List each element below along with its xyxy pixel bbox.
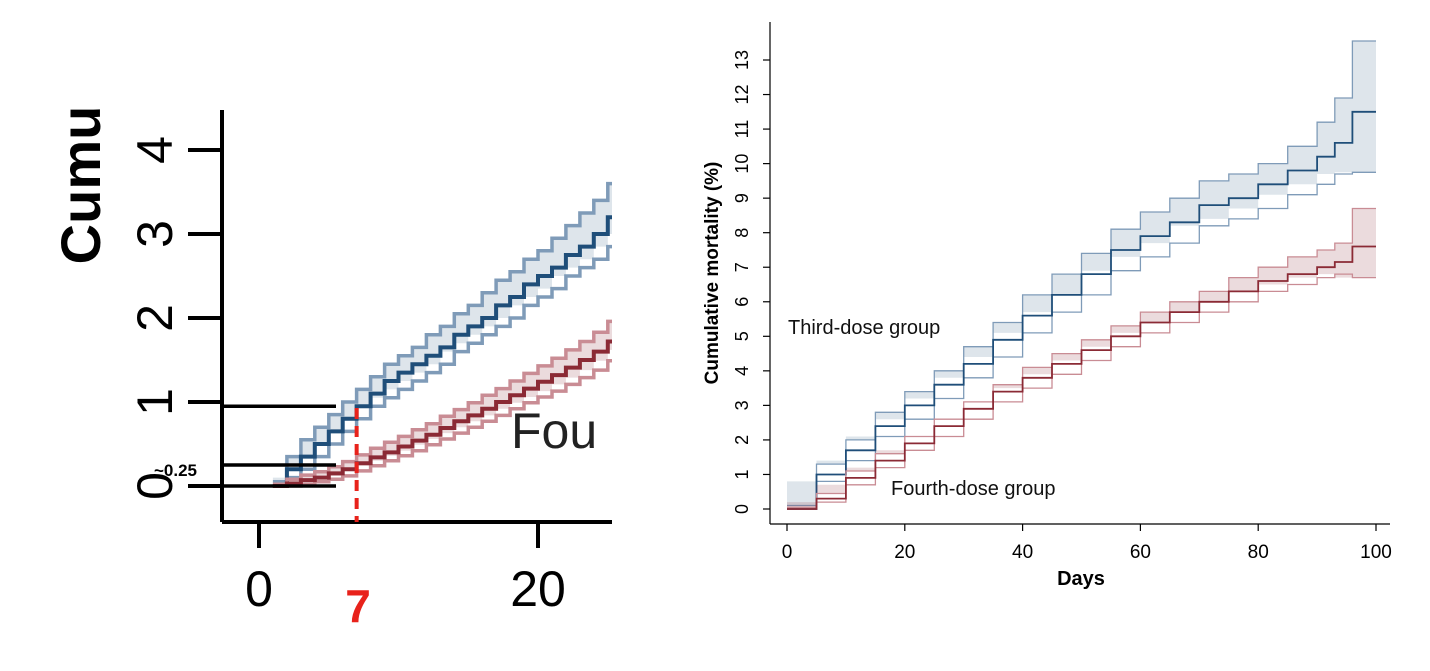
full-x-tick-label: 20 — [894, 542, 915, 563]
full-y-tick-label: 11 — [732, 120, 752, 139]
third-dose-zoomed-line — [272, 215, 612, 488]
full-y-tick-label: 7 — [732, 262, 752, 272]
fourth-dose-zoomed-line — [272, 339, 612, 488]
full-y-tick-label: 12 — [732, 85, 752, 105]
zoomed-x-tick-label: 0 — [245, 561, 273, 617]
third-dose-upper-ci — [787, 40, 1376, 507]
zoomed-y-tick-label: 3 — [127, 220, 183, 248]
third-dose-lower-ci — [787, 171, 1376, 510]
fourth-dose-zoomed-lower-ci — [272, 359, 612, 488]
fourth-dose-upper-ci — [787, 207, 1376, 508]
zoomed-x-tick-label: 20 — [510, 561, 566, 617]
zoomed-y-axis-label: Cumu — [49, 106, 112, 265]
fourth-dose-lower-ci — [787, 273, 1376, 510]
full-x-tick-label: 80 — [1248, 542, 1269, 563]
full-y-tick-label: 8 — [732, 228, 752, 238]
full-x-tick-label: 60 — [1130, 542, 1151, 563]
full-x-tick-label: 0 — [782, 542, 793, 563]
zoomed-y-tick-label: 0 — [127, 472, 183, 500]
full-y-tick-label: 13 — [732, 50, 752, 70]
full-y-tick-label: 0 — [732, 504, 752, 514]
zoomed-y-tick-label: 1 — [127, 388, 183, 416]
zoomed-level-annotation: ~0.25 — [154, 461, 197, 480]
zoomed-highlight-day-label: 7 — [345, 580, 371, 632]
full-x-tick-label: 100 — [1360, 542, 1392, 563]
full-y-tick-label: 9 — [732, 193, 752, 203]
full-y-tick-label: 4 — [732, 366, 752, 376]
zoomed-ticks: 0 1 2 3 4 0 20 — [127, 136, 566, 617]
full-x-tick-label: 40 — [1012, 542, 1033, 563]
full-y-tick-label: 1 — [732, 469, 752, 479]
third-dose-zoomed-lower-ci — [272, 244, 612, 488]
third-dose-line — [787, 110, 1376, 510]
full-y-tick-label: 10 — [732, 154, 752, 174]
third-dose-zoomed-upper-ci — [272, 181, 612, 484]
full-x-axis-label: Days — [1057, 568, 1105, 590]
zoomed-inset-panel: 0 1 2 3 4 0 20 Cumu Fou ~0.25 7 — [49, 106, 612, 632]
full-y-tick-label: 6 — [732, 297, 752, 307]
full-y-tick-label: 5 — [732, 331, 752, 341]
full-y-axis-label: Cumulative mortality (%) — [702, 162, 723, 385]
full-plot-area — [787, 40, 1376, 510]
third-dose-series-label: Third-dose group — [788, 317, 940, 339]
zoomed-y-tick-label: 2 — [127, 304, 183, 332]
zoomed-series-annotation: Fou — [511, 403, 597, 459]
fourth-dose-series-label: Fourth-dose group — [891, 478, 1056, 500]
zoomed-plot-area — [272, 181, 612, 488]
full-y-tick-label: 2 — [732, 435, 752, 445]
zoomed-y-tick-label: 4 — [127, 136, 183, 164]
fourth-dose-line — [787, 245, 1376, 510]
full-y-tick-label: 3 — [732, 400, 752, 410]
